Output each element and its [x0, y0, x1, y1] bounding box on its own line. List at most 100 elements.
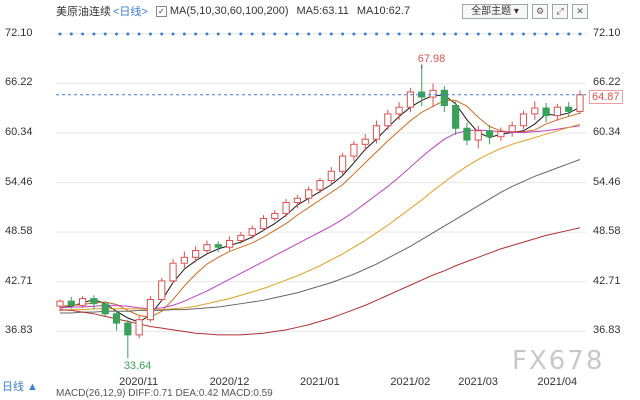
candle-body[interactable] — [384, 113, 392, 127]
event-marker[interactable] — [295, 32, 299, 36]
candle-body[interactable] — [90, 298, 98, 305]
event-marker[interactable] — [420, 32, 424, 36]
event-marker[interactable] — [126, 32, 130, 36]
event-marker[interactable] — [352, 32, 356, 36]
candle-body[interactable] — [565, 106, 573, 112]
candle-body[interactable] — [169, 262, 177, 282]
event-marker[interactable] — [431, 32, 435, 36]
candle-body[interactable] — [135, 319, 143, 336]
event-marker[interactable] — [250, 32, 254, 36]
candle-body[interactable] — [531, 107, 539, 115]
candle-body[interactable] — [339, 155, 347, 172]
candle-body[interactable] — [225, 239, 234, 248]
candle-body[interactable] — [542, 107, 550, 117]
event-marker[interactable] — [261, 32, 265, 36]
event-marker[interactable] — [363, 32, 367, 36]
candle-body[interactable] — [316, 180, 324, 191]
candle-body[interactable] — [395, 106, 403, 115]
event-marker[interactable] — [533, 32, 537, 36]
event-marker[interactable] — [182, 32, 186, 36]
candle-body[interactable] — [192, 250, 200, 258]
event-marker[interactable] — [194, 32, 198, 36]
event-marker[interactable] — [307, 32, 311, 36]
candle-body[interactable] — [576, 94, 584, 112]
event-marker[interactable] — [160, 32, 164, 36]
event-marker[interactable] — [92, 32, 96, 36]
close-icon[interactable]: ✕ — [572, 4, 588, 19]
event-marker[interactable] — [69, 32, 73, 36]
candle-body[interactable] — [124, 322, 132, 336]
event-marker[interactable] — [375, 32, 379, 36]
theme-dropdown-button[interactable]: 全部主题 ▾ — [462, 4, 528, 19]
event-marker[interactable] — [148, 32, 152, 36]
event-marker[interactable] — [171, 32, 175, 36]
candle-body[interactable] — [259, 218, 268, 230]
candle-body[interactable] — [146, 298, 155, 321]
candle-body[interactable] — [293, 197, 302, 203]
candle-body[interactable] — [203, 244, 211, 252]
event-marker[interactable] — [476, 32, 480, 36]
event-marker[interactable] — [408, 32, 412, 36]
event-marker[interactable] — [442, 32, 446, 36]
expand-icon[interactable]: ⤢ — [552, 4, 568, 19]
event-marker[interactable] — [216, 32, 220, 36]
event-marker[interactable] — [555, 32, 559, 36]
event-marker[interactable] — [488, 32, 492, 36]
event-marker[interactable] — [103, 32, 107, 36]
candle-body[interactable] — [237, 234, 245, 241]
event-marker[interactable] — [341, 32, 345, 36]
candle-body[interactable] — [429, 89, 437, 98]
event-marker[interactable] — [273, 32, 277, 36]
candle-body[interactable] — [497, 131, 505, 138]
event-marker[interactable] — [115, 32, 119, 36]
candle-body[interactable] — [214, 244, 222, 248]
candle-body[interactable] — [474, 130, 482, 141]
event-marker[interactable] — [205, 32, 209, 36]
candle-body[interactable] — [485, 130, 494, 138]
candle-body[interactable] — [282, 201, 290, 214]
event-marker[interactable] — [58, 32, 62, 36]
candle-body[interactable] — [305, 189, 313, 199]
event-marker[interactable] — [318, 32, 322, 36]
ma-toggle-checkbox[interactable]: ✓ — [155, 5, 167, 17]
candle-body[interactable] — [158, 280, 166, 300]
candle-body[interactable] — [372, 125, 381, 140]
candle-body[interactable] — [452, 104, 460, 129]
event-marker[interactable] — [454, 32, 458, 36]
event-marker[interactable] — [397, 32, 401, 36]
event-marker[interactable] — [284, 32, 288, 36]
period-link[interactable]: <日线> — [113, 6, 148, 18]
event-marker[interactable] — [239, 32, 243, 36]
candle-body[interactable] — [101, 303, 109, 315]
event-marker[interactable] — [329, 32, 333, 36]
candle-body[interactable] — [553, 106, 561, 117]
candle-body[interactable] — [271, 212, 279, 220]
event-marker[interactable] — [544, 32, 548, 36]
candle-body[interactable] — [361, 138, 369, 145]
candle-body[interactable] — [406, 91, 415, 108]
event-marker[interactable] — [499, 32, 503, 36]
event-marker[interactable] — [137, 32, 141, 36]
event-marker[interactable] — [521, 32, 525, 36]
event-marker[interactable] — [465, 32, 469, 36]
candle-body[interactable] — [327, 170, 335, 182]
candle-body[interactable] — [519, 113, 528, 127]
event-marker[interactable] — [386, 32, 390, 36]
period-selector-button[interactable]: 日线 ▲ — [2, 381, 38, 393]
candle-body[interactable] — [248, 228, 256, 236]
event-marker[interactable] — [510, 32, 514, 36]
candle-body[interactable] — [463, 127, 471, 141]
candle-body[interactable] — [56, 300, 64, 307]
candle-body[interactable] — [440, 89, 448, 106]
event-marker[interactable] — [81, 32, 85, 36]
candle-body[interactable] — [79, 298, 87, 306]
event-marker[interactable] — [567, 32, 571, 36]
settings-icon[interactable]: ⚙ — [532, 4, 548, 19]
candle-body[interactable] — [350, 143, 358, 157]
candle-body[interactable] — [67, 300, 75, 306]
event-marker[interactable] — [578, 32, 582, 36]
candle-body[interactable] — [112, 313, 121, 324]
candle-body[interactable] — [180, 256, 188, 264]
candle-body[interactable] — [508, 125, 516, 133]
